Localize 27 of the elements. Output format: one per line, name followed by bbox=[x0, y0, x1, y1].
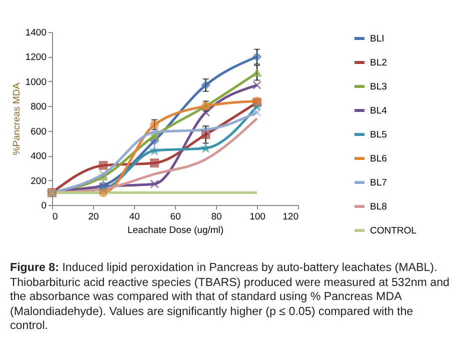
x-tick-label: 40 bbox=[129, 212, 140, 222]
x-tick-label: 100 bbox=[250, 212, 266, 222]
legend-label: BL5 bbox=[370, 130, 387, 140]
caption: Figure 8: Induced lipid peroxidation in Pancreas by auto-battery leachates (MABL). Thiobarbituric acid reactive species (TBARS) produced were measured at 532nm and the absorbance was compared with that of standard using % Pancreas MDA (Malondiadehyde). Values are significantly higher (p ≤ 0.05) compared with the control. bbox=[10, 261, 450, 334]
legend-label: BL2 bbox=[370, 58, 387, 68]
x-axis-title: Leachate Dose (ug/ml) bbox=[127, 225, 224, 236]
legend-label: CONTROL bbox=[370, 226, 416, 236]
legend-label: BL8 bbox=[370, 202, 387, 212]
y-tick-label: 1400 bbox=[25, 28, 46, 38]
y-axis-title: %Pancreas MDA bbox=[11, 82, 22, 156]
legend-label: BLI bbox=[370, 34, 384, 44]
y-tick-label: 600 bbox=[30, 126, 46, 138]
x-tick-label: 120 bbox=[282, 212, 298, 222]
y-tick-label: 400 bbox=[30, 151, 46, 162]
x-tick-label: 80 bbox=[211, 212, 222, 222]
y-tick-label: 1200 bbox=[25, 52, 46, 64]
y-tick-label: 0 bbox=[41, 200, 46, 212]
legend-label: BL4 bbox=[370, 106, 387, 116]
legend-label: BL3 bbox=[370, 82, 387, 92]
x-tick-label: 20 bbox=[88, 212, 99, 222]
legend-label: BL6 bbox=[370, 154, 387, 164]
y-tick-label: 1000 bbox=[25, 76, 46, 88]
y-tick-label: 800 bbox=[30, 102, 46, 113]
x-tick-label: 0 bbox=[52, 212, 58, 222]
legend-label: BL7 bbox=[370, 178, 387, 188]
y-tick-label: 200 bbox=[30, 176, 46, 187]
x-tick-label: 60 bbox=[170, 212, 181, 222]
